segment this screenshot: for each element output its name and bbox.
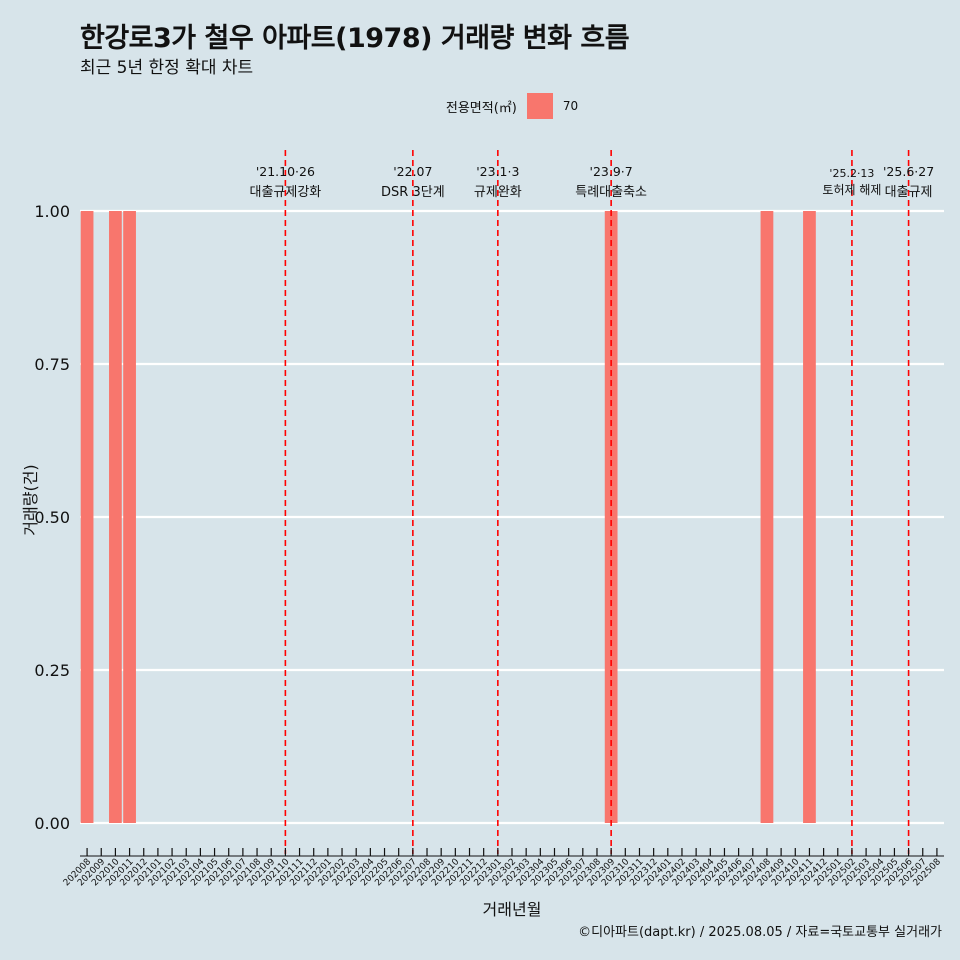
event-name-label: 규제완화	[474, 185, 522, 200]
bar-202309	[604, 211, 618, 823]
chart-caption: ©디아파트(dapt.kr) / 2025.08.05 / 자료=국토교통부 실…	[578, 925, 942, 940]
legend-title: 전용면적(㎡)	[445, 100, 517, 116]
event-date-label: '25.6·27	[883, 164, 934, 179]
bar-202010	[109, 211, 122, 823]
x-axis-title: 거래년월	[483, 900, 542, 919]
y-tick-label: 0.50	[34, 508, 70, 527]
bar-202411	[803, 211, 816, 823]
legend: 전용면적(㎡) 70	[0, 93, 960, 119]
event-name-label: DSR 3단계	[381, 185, 445, 200]
event-date-label: '22.07	[393, 164, 432, 179]
chart-title: 한강로3가 철우 아파트(1978) 거래량 변화 흐름	[80, 23, 630, 54]
y-tick-label: 0.25	[34, 661, 70, 680]
event-date-label: '23.9·7	[590, 164, 633, 179]
event-date-label: '23.1·3	[476, 164, 519, 179]
y-tick-label: 0.75	[34, 355, 70, 374]
event-name-label: 특례대출축소	[575, 185, 647, 200]
chart-subtitle: 최근 5년 한정 확대 차트	[80, 58, 254, 78]
event-name-label: 대출규제	[885, 185, 933, 200]
legend-key-70	[526, 93, 553, 119]
y-axis-title: 거래량(건)	[21, 464, 40, 535]
y-tick-label: 0.00	[34, 814, 70, 833]
y-tick-label: 1.00	[34, 202, 70, 221]
bar-202008	[80, 211, 94, 823]
bar-202011	[123, 211, 136, 823]
event-name-label: 토허제 해제	[822, 183, 881, 197]
event-date-label: '25.2·13	[829, 167, 874, 180]
bar-202408	[760, 211, 774, 823]
event-date-label: '21.10·26	[256, 164, 315, 179]
event-name-label: 대출규제강화	[249, 185, 321, 200]
legend-label-70: 70	[562, 99, 579, 113]
